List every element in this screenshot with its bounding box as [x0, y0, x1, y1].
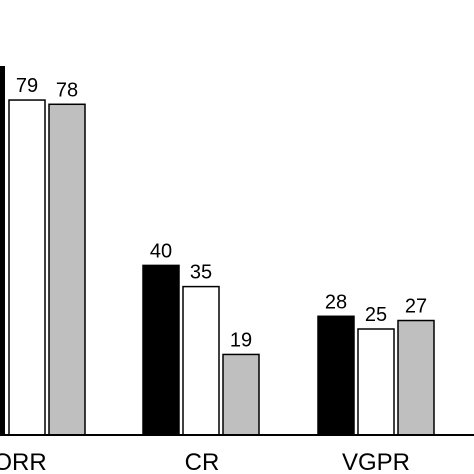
data-label-orr-2: 78: [56, 79, 78, 101]
category-label-cr: CR: [185, 449, 220, 474]
category-label-vgpr: VGPR: [342, 449, 410, 474]
data-label-cr-1: 35: [190, 262, 212, 284]
data-label-vgpr-0: 28: [325, 291, 347, 313]
bar-cr-2: [222, 353, 260, 436]
data-label-cr-0: 40: [150, 240, 172, 262]
bar-cr-0: [142, 264, 180, 436]
bar-orr-black-partial: [0, 66, 5, 435]
data-label-vgpr-2: 27: [405, 296, 427, 318]
bar-vgpr-0: [317, 315, 355, 436]
data-label-vgpr-1: 25: [365, 304, 387, 326]
data-label-cr-2: 19: [230, 329, 252, 351]
bar-cr-1: [182, 285, 220, 436]
bar-vgpr-2: [397, 319, 435, 436]
data-label-orr-1: 79: [16, 75, 38, 97]
category-label-orr: ORR: [0, 449, 47, 474]
bar-orr-1: [8, 99, 46, 436]
bar-orr-2: [48, 103, 86, 436]
bar-vgpr-1: [357, 328, 395, 436]
